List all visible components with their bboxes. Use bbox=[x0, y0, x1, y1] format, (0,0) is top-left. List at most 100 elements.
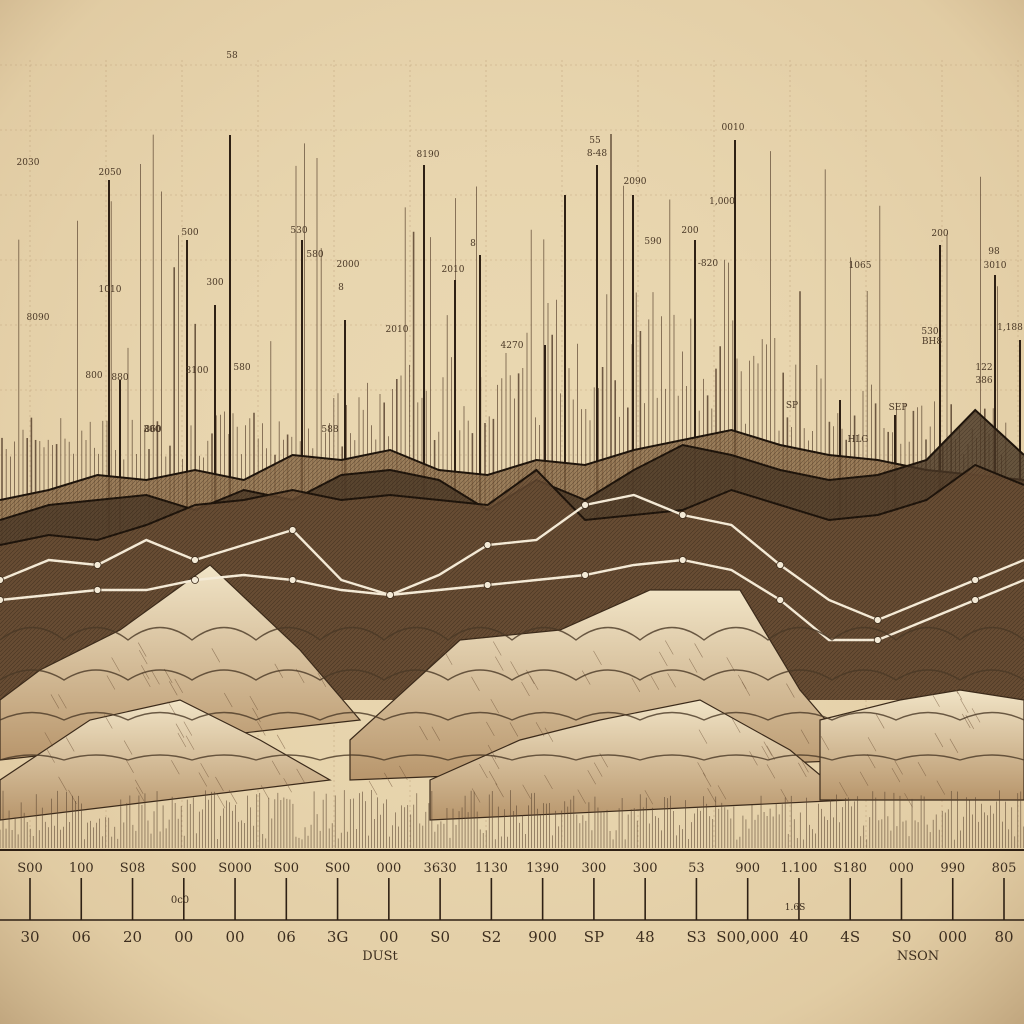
spike-label: 580 bbox=[306, 250, 323, 260]
mountain-hatch bbox=[659, 651, 668, 667]
mountain-hatch bbox=[334, 649, 344, 664]
mountain-hatch bbox=[688, 658, 698, 673]
mountain-hatch bbox=[931, 692, 940, 707]
mountain-hatch bbox=[175, 723, 185, 738]
mountain-hatch bbox=[707, 788, 716, 803]
data-point bbox=[386, 591, 395, 599]
spike-label: 2050 bbox=[99, 168, 122, 178]
mountain-hatch bbox=[169, 681, 178, 696]
mountain-hatch bbox=[949, 679, 959, 694]
mountain-hatch bbox=[509, 722, 519, 737]
mountain-hatch bbox=[492, 641, 502, 656]
tick-label: 53 bbox=[688, 861, 705, 876]
spike-label: 2000 bbox=[337, 260, 360, 270]
tick-label: 48 bbox=[636, 928, 655, 946]
mountain-hatch bbox=[142, 672, 151, 688]
mountain-hatch bbox=[215, 776, 224, 792]
contour-line bbox=[0, 669, 1024, 681]
tick-label: 000 bbox=[376, 861, 401, 876]
mountain-hatch bbox=[471, 788, 481, 803]
spike-label: SP bbox=[786, 401, 798, 411]
spike-label: 4270 bbox=[501, 341, 524, 351]
mountain-hatch bbox=[731, 718, 741, 733]
mountain-hatch bbox=[510, 661, 519, 676]
mountain-hatch bbox=[577, 789, 586, 804]
mountain-hatch bbox=[433, 641, 442, 656]
mountain-hatch bbox=[111, 657, 120, 672]
tick-label: 00 bbox=[379, 928, 398, 946]
mountain-hatch bbox=[786, 683, 795, 698]
mountain-peak bbox=[0, 699, 332, 821]
data-point bbox=[678, 556, 687, 564]
mountain-hatch bbox=[737, 674, 747, 690]
spike-label: HLG bbox=[847, 435, 868, 445]
mountain-hatch bbox=[490, 698, 500, 714]
data-point bbox=[483, 581, 492, 589]
tick-label: 3630 bbox=[424, 861, 457, 876]
mountain-hatch bbox=[544, 727, 554, 742]
mountain-hatch bbox=[631, 677, 641, 693]
mountain-hatch bbox=[650, 675, 660, 690]
data-point bbox=[776, 596, 785, 604]
mountain-hatch bbox=[544, 774, 553, 790]
mountain-hatch bbox=[968, 642, 977, 657]
mountain-hatch bbox=[644, 790, 654, 805]
mountain-hatch bbox=[382, 653, 391, 668]
data-point bbox=[873, 636, 882, 644]
spike-label: 500 bbox=[181, 228, 198, 238]
tick-label: SP bbox=[584, 928, 604, 946]
mountain-hatch bbox=[766, 745, 776, 760]
mountain-hatch bbox=[924, 663, 933, 679]
mountain-hatch bbox=[800, 729, 810, 744]
mountain-hatch bbox=[419, 725, 428, 741]
axis-annotation: NSON bbox=[897, 949, 939, 964]
tick-label: 06 bbox=[277, 928, 296, 946]
tick-label: S0 bbox=[430, 928, 450, 946]
tick-label: 3G bbox=[327, 928, 349, 946]
tick-label: S180 bbox=[833, 861, 867, 876]
series-line bbox=[0, 558, 1024, 642]
mountain-hatch bbox=[667, 673, 676, 688]
spike-label: 0010 bbox=[722, 123, 745, 133]
mountain-hatch bbox=[271, 760, 281, 775]
mountain-hatch bbox=[163, 668, 173, 684]
tick-label: 000 bbox=[889, 861, 914, 876]
data-point bbox=[0, 596, 4, 604]
mountain-hatch bbox=[171, 760, 180, 775]
contour-line bbox=[0, 754, 1024, 761]
mountain-hatch bbox=[581, 670, 591, 685]
tick-label: 000 bbox=[938, 928, 967, 946]
mountain-hatch bbox=[867, 737, 877, 752]
spike-label: 1065 bbox=[849, 261, 872, 271]
spike-label: 8190 bbox=[417, 150, 440, 160]
mountain-hatch bbox=[800, 758, 809, 773]
data-point bbox=[971, 596, 980, 604]
mountain-hatch bbox=[971, 708, 981, 723]
mountain-hatch bbox=[151, 670, 160, 685]
mountain-hatch bbox=[587, 770, 596, 785]
mountain-hatch bbox=[697, 762, 706, 777]
mountain-hatch bbox=[488, 771, 498, 786]
mountain-hatch bbox=[917, 761, 927, 777]
mountain-hatch bbox=[58, 776, 67, 791]
tick-label: 100 bbox=[69, 861, 94, 876]
tick-label: 20 bbox=[123, 928, 142, 946]
spike-label: 2010 bbox=[386, 325, 409, 335]
mountain-hatch bbox=[490, 754, 500, 770]
spike-label: 98 bbox=[988, 247, 1000, 257]
mountain-hatch bbox=[859, 771, 869, 786]
tick-label: S00 bbox=[171, 861, 196, 876]
mountain-hatch bbox=[766, 764, 776, 779]
spike-label: 880 bbox=[111, 373, 128, 383]
mountain-hatch bbox=[891, 767, 901, 783]
spike-label: 2030 bbox=[17, 158, 40, 168]
series-line bbox=[0, 463, 1024, 546]
mountain-hatch bbox=[702, 772, 712, 787]
mountain-hatch bbox=[104, 714, 113, 729]
mountain-hatch bbox=[944, 656, 953, 671]
mountain-hatch bbox=[698, 729, 708, 744]
spike-label: 2090 bbox=[624, 177, 647, 187]
mountain-hatch bbox=[177, 732, 187, 748]
spike-label: 590 bbox=[644, 237, 661, 247]
spike-label: 1,188 bbox=[997, 323, 1023, 333]
